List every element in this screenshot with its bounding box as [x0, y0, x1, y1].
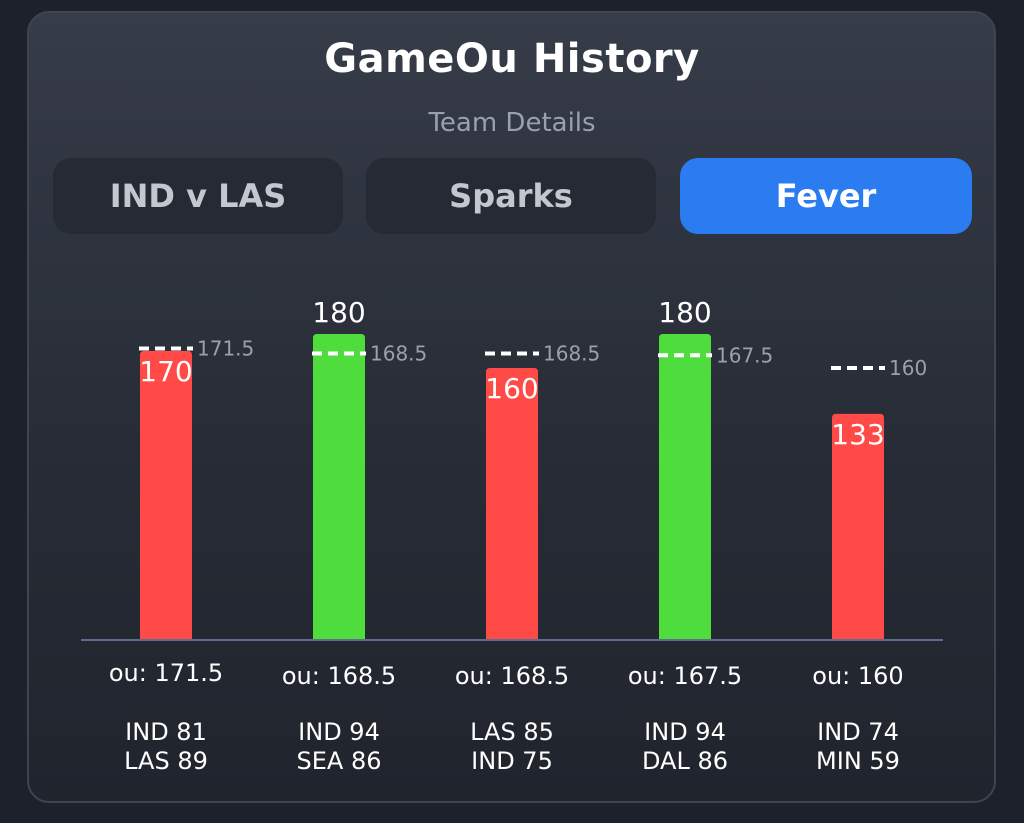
total-label-1: 170 [139, 355, 192, 388]
bar-game-3 [486, 368, 538, 640]
ou-label-3: ou: 168.5 [455, 662, 569, 690]
total-label-2: 180 [312, 296, 365, 329]
ou-line-label-1: 171.5 [197, 336, 254, 360]
page-subtitle: Team Details [428, 108, 596, 138]
bar-game-5 [832, 413, 884, 640]
bar-game-2 [313, 334, 365, 640]
bar-game-4 [659, 334, 711, 640]
tab-fever[interactable]: Fever [680, 158, 972, 234]
bar-game-1 [140, 351, 192, 640]
score-team2-4: DAL 86 [642, 747, 728, 775]
ou-label-1: ou: 171.5 [109, 659, 223, 687]
tab-sparks[interactable]: Sparks [366, 158, 656, 234]
total-label-4: 180 [658, 296, 711, 329]
ou-line-label-4: 167.5 [716, 343, 773, 367]
ou-line-label-5: 160 [889, 356, 927, 380]
ou-label-4: ou: 167.5 [628, 662, 742, 690]
score-team1-1: IND 81 [125, 718, 207, 746]
page-title: GameOu History [324, 36, 700, 82]
score-team2-1: LAS 89 [124, 747, 208, 775]
score-team1-5: IND 74 [817, 718, 899, 746]
ou-label-5: ou: 160 [812, 662, 903, 690]
score-team2-5: MIN 59 [816, 747, 900, 775]
ou-line-label-3: 168.5 [543, 342, 600, 366]
ou-label-2: ou: 168.5 [282, 662, 396, 690]
score-team1-3: LAS 85 [470, 718, 554, 746]
score-team2-3: IND 75 [471, 747, 553, 775]
total-label-5: 133 [831, 418, 884, 451]
ou-line-label-2: 168.5 [370, 342, 427, 366]
score-team2-2: SEA 86 [297, 747, 382, 775]
total-label-3: 160 [485, 372, 538, 405]
score-team1-2: IND 94 [298, 718, 380, 746]
tab-ind-v-las[interactable]: IND v LAS [53, 158, 343, 234]
score-team1-4: IND 94 [644, 718, 726, 746]
